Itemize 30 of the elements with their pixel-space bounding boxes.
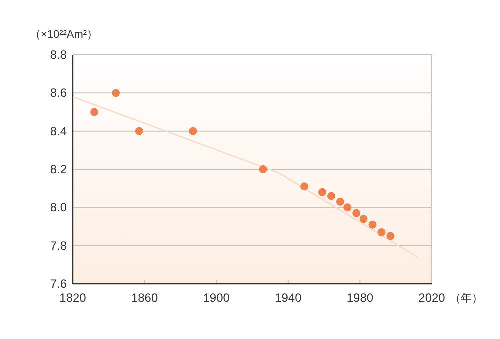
y-tick-label: 8.8 [50,48,68,62]
y-tick-label: 8.4 [50,124,68,138]
point [327,192,336,200]
y-tick-label: 8.2 [50,162,68,176]
y-tick-label: 8.6 [50,86,68,100]
x-axis-title: （年） [450,293,483,305]
point [352,209,361,218]
point [259,166,268,174]
x-tick-label: 2020 [418,291,446,305]
point [360,215,368,224]
y-tick-label: 8.0 [50,200,68,215]
point [386,232,395,240]
point [318,188,327,196]
x-tick-label: 1980 [346,291,374,305]
point [112,89,120,98]
x-tick-label: 1820 [60,291,87,305]
point [368,220,377,229]
point [189,127,198,136]
point [90,108,99,116]
y-tick-label: 7.6 [50,277,68,291]
y-tick-label: 7.8 [50,238,68,253]
point [135,127,144,136]
x-tick-label: 1940 [275,291,302,305]
point [336,198,344,206]
point [378,228,386,236]
y-axis-title: （×10²²Am²） [30,29,98,41]
x-tick-label: 1900 [203,291,230,305]
point [300,182,309,191]
point [344,204,352,212]
x-tick-label: 1860 [131,291,158,305]
